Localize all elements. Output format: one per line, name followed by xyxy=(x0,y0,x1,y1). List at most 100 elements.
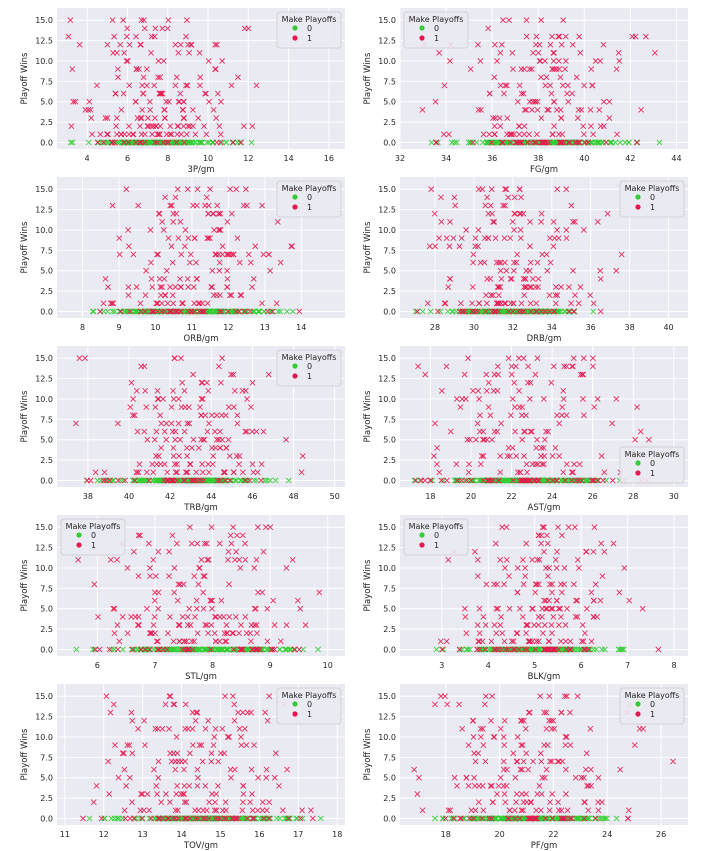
point-make-playoffs-1 xyxy=(186,750,193,757)
point-make-playoffs-1 xyxy=(209,444,215,451)
point-make-playoffs-1 xyxy=(216,123,223,130)
point-make-playoffs-1 xyxy=(509,66,516,73)
point-make-playoffs-1 xyxy=(188,540,195,547)
point-make-playoffs-1 xyxy=(129,646,136,653)
point-make-playoffs-1 xyxy=(162,194,169,201)
point-make-playoffs-1 xyxy=(296,308,303,315)
point-make-playoffs-1 xyxy=(592,815,599,822)
point-make-playoffs-1 xyxy=(552,300,559,307)
point-make-playoffs-1 xyxy=(243,630,250,637)
point-make-playoffs-1 xyxy=(213,436,220,443)
point-make-playoffs-0 xyxy=(480,308,487,315)
point-make-playoffs-0 xyxy=(187,139,194,146)
point-make-playoffs-1 xyxy=(241,308,248,315)
point-make-playoffs-1 xyxy=(127,404,134,411)
point-make-playoffs-1 xyxy=(109,202,116,209)
point-make-playoffs-1 xyxy=(222,477,229,484)
point-make-playoffs-1 xyxy=(164,815,171,822)
point-make-playoffs-1 xyxy=(136,139,143,146)
point-make-playoffs-1 xyxy=(160,227,167,233)
point-make-playoffs-0 xyxy=(183,308,190,315)
point-make-playoffs-1 xyxy=(106,791,113,797)
point-make-playoffs-1 xyxy=(244,396,251,402)
point-make-playoffs-1 xyxy=(159,218,166,225)
point-make-playoffs-1 xyxy=(238,734,244,740)
point-make-playoffs-1 xyxy=(534,98,541,105)
point-make-playoffs-0 xyxy=(111,308,118,315)
point-make-playoffs-1 xyxy=(102,275,109,282)
point-make-playoffs-0 xyxy=(230,308,237,315)
point-make-playoffs-1 xyxy=(170,453,177,459)
point-make-playoffs-1 xyxy=(159,25,166,32)
point-make-playoffs-1 xyxy=(182,758,188,765)
point-make-playoffs-1 xyxy=(172,284,179,290)
point-make-playoffs-1 xyxy=(540,396,547,402)
point-make-playoffs-1 xyxy=(580,774,587,781)
point-make-playoffs-1 xyxy=(549,453,556,459)
legend-swatch-0 xyxy=(635,194,641,200)
point-make-playoffs-0 xyxy=(469,477,476,484)
point-make-playoffs-0 xyxy=(109,308,116,315)
point-make-playoffs-1 xyxy=(537,807,544,814)
x-tick-label: 32 xyxy=(508,323,518,332)
x-tick-label: 36 xyxy=(487,154,497,163)
point-make-playoffs-1 xyxy=(475,750,482,757)
point-make-playoffs-1 xyxy=(476,605,483,612)
point-make-playoffs-1 xyxy=(185,308,192,315)
point-make-playoffs-0 xyxy=(242,815,249,822)
point-make-playoffs-1 xyxy=(115,477,122,484)
point-make-playoffs-1 xyxy=(277,259,284,266)
y-tick-label: 5.0 xyxy=(383,98,396,107)
point-make-playoffs-1 xyxy=(534,556,541,563)
y-tick-label: 15.0 xyxy=(378,354,396,363)
point-make-playoffs-1 xyxy=(155,74,161,81)
point-make-playoffs-1 xyxy=(217,444,224,451)
point-make-playoffs-1 xyxy=(113,115,120,121)
point-make-playoffs-1 xyxy=(166,98,172,105)
point-make-playoffs-0 xyxy=(583,815,589,822)
point-make-playoffs-1 xyxy=(569,363,576,370)
point-make-playoffs-0 xyxy=(538,815,544,822)
point-make-playoffs-1 xyxy=(157,74,164,81)
point-make-playoffs-1 xyxy=(598,799,605,806)
point-make-playoffs-0 xyxy=(191,646,198,653)
point-make-playoffs-1 xyxy=(569,815,575,822)
point-make-playoffs-1 xyxy=(543,428,549,435)
point-make-playoffs-1 xyxy=(251,605,258,612)
point-make-playoffs-1 xyxy=(130,396,137,402)
point-make-playoffs-0 xyxy=(289,308,296,315)
y-tick-label: 15.0 xyxy=(35,354,53,363)
point-make-playoffs-1 xyxy=(109,300,116,307)
point-make-playoffs-1 xyxy=(213,115,220,121)
point-make-playoffs-0 xyxy=(197,139,203,146)
point-make-playoffs-1 xyxy=(137,41,144,48)
point-make-playoffs-0 xyxy=(490,646,497,653)
point-make-playoffs-0 xyxy=(237,139,243,146)
point-make-playoffs-1 xyxy=(592,58,599,64)
point-make-playoffs-1 xyxy=(521,106,528,113)
point-make-playoffs-1 xyxy=(509,49,516,56)
point-make-playoffs-1 xyxy=(164,469,171,476)
point-make-playoffs-1 xyxy=(494,791,501,797)
point-make-playoffs-1 xyxy=(263,766,270,773)
point-make-playoffs-1 xyxy=(522,275,529,282)
point-make-playoffs-1 xyxy=(528,799,535,806)
markers xyxy=(410,17,663,146)
point-make-playoffs-0 xyxy=(132,308,139,315)
point-make-playoffs-1 xyxy=(477,461,484,468)
legend-label-1: 1 xyxy=(307,372,312,381)
point-make-playoffs-1 xyxy=(143,404,150,411)
point-make-playoffs-1 xyxy=(193,259,199,266)
point-make-playoffs-1 xyxy=(562,791,569,797)
point-make-playoffs-1 xyxy=(229,630,236,637)
point-make-playoffs-1 xyxy=(521,453,527,459)
point-make-playoffs-1 xyxy=(591,404,598,411)
point-make-playoffs-1 xyxy=(532,98,539,105)
point-make-playoffs-1 xyxy=(147,630,154,637)
point-make-playoffs-1 xyxy=(241,725,248,732)
point-make-playoffs-1 xyxy=(541,774,548,781)
point-make-playoffs-1 xyxy=(223,622,230,628)
point-make-playoffs-1 xyxy=(535,477,542,484)
point-make-playoffs-1 xyxy=(521,428,528,435)
